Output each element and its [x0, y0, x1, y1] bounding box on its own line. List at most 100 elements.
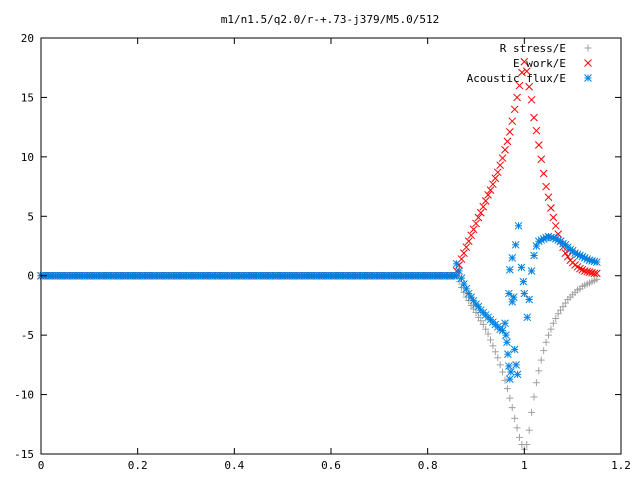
data-point	[519, 277, 528, 286]
data-point	[542, 182, 550, 191]
data-point	[522, 67, 531, 76]
data-point	[527, 267, 536, 275]
data-point	[482, 325, 490, 333]
data-point	[477, 317, 485, 325]
data-point	[516, 433, 523, 441]
data-point	[576, 251, 584, 260]
x-tick-label: 0.2	[128, 459, 148, 472]
legend-marker	[584, 74, 592, 82]
data-point	[508, 117, 517, 126]
data-point	[484, 330, 492, 338]
data-point	[479, 320, 487, 328]
data-point	[510, 345, 519, 354]
data-point	[547, 325, 555, 333]
data-point	[484, 191, 492, 199]
data-point	[552, 315, 560, 323]
data-point	[460, 249, 468, 257]
data-point	[511, 414, 519, 422]
data-point	[549, 213, 558, 222]
y-tick-label: -5	[21, 329, 34, 342]
data-point	[511, 240, 520, 249]
data-point	[491, 348, 499, 356]
data-point	[494, 354, 502, 362]
data-point	[458, 284, 465, 292]
data-point	[532, 126, 541, 135]
y-tick-label: 0	[27, 270, 34, 283]
data-point	[515, 81, 524, 90]
y-tick-label: 15	[21, 91, 34, 104]
data-point	[527, 95, 536, 104]
data-point	[486, 186, 495, 194]
data-point	[537, 356, 545, 364]
data-point	[504, 350, 512, 359]
data-point	[502, 331, 510, 339]
data-point	[503, 385, 511, 393]
data-point	[520, 289, 529, 298]
data-point	[509, 293, 518, 301]
data-point	[525, 426, 533, 434]
data-point	[505, 289, 513, 298]
data-point	[593, 275, 601, 283]
data-point	[493, 168, 502, 177]
data-point	[496, 161, 505, 170]
data-point	[513, 370, 522, 379]
data-point	[539, 169, 548, 178]
y-tick-label: 5	[27, 210, 34, 223]
data-point	[510, 105, 519, 114]
legend-marker	[584, 59, 592, 67]
data-point	[528, 408, 536, 416]
data-point	[498, 326, 507, 335]
data-point	[535, 367, 543, 375]
axes-layer: 0 0.2 0.4 0.6 0.8 1 1.2 -15 -10 -5 0 5 10 15 20	[14, 32, 631, 472]
data-point	[474, 313, 482, 321]
data-point	[506, 368, 515, 376]
data-point	[592, 258, 601, 266]
data-point	[576, 264, 584, 273]
data-point	[542, 338, 550, 346]
data-point	[489, 180, 497, 189]
x-tick-label: 0	[38, 459, 45, 472]
data-point	[499, 368, 507, 376]
data-point	[551, 221, 560, 230]
data-point	[530, 393, 538, 401]
data-point	[523, 313, 532, 322]
data-point	[544, 193, 553, 202]
x-tick-label: 0.4	[224, 459, 244, 472]
data-point	[530, 113, 538, 122]
data-point	[578, 265, 587, 274]
y-tick-label: 10	[21, 151, 34, 164]
chart-title: m1/n1.5/q2.0/r-+.73-j379/M5.0/512	[221, 13, 440, 26]
data-point	[508, 298, 517, 306]
data-point	[472, 219, 480, 228]
data-point	[452, 259, 461, 268]
data-point	[501, 319, 509, 328]
x-tick-label: 0.6	[321, 459, 341, 472]
data-point	[501, 145, 509, 154]
data-point	[481, 196, 490, 205]
data-point	[563, 252, 572, 261]
series-layer	[37, 57, 601, 453]
data-point	[523, 440, 531, 448]
data-point	[455, 267, 463, 275]
x-tick-label: 1	[521, 459, 528, 472]
data-point	[517, 263, 526, 272]
data-point	[503, 338, 511, 347]
data-point	[506, 394, 514, 402]
data-point	[513, 424, 521, 432]
data-point	[487, 336, 494, 344]
data-point	[520, 57, 529, 66]
legend-label: R stress/E	[500, 42, 566, 55]
data-point	[513, 93, 521, 102]
x-tick-label: 1.2	[611, 459, 631, 472]
data-point	[537, 155, 546, 164]
data-point	[479, 202, 488, 211]
data-point	[518, 68, 526, 77]
data-point	[592, 269, 601, 278]
data-point	[540, 347, 548, 355]
legend-marker	[584, 44, 592, 52]
data-point	[505, 362, 513, 370]
data-point	[464, 237, 473, 246]
data-point	[561, 249, 570, 257]
